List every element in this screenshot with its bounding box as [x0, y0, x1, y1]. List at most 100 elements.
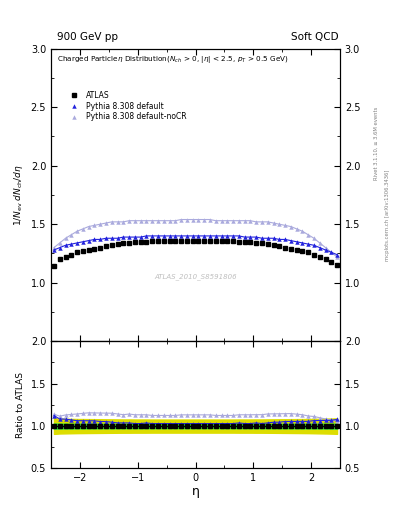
- Pythia 8.308 default-noCR: [225, 218, 230, 224]
- Pythia 8.308 default: [75, 240, 79, 246]
- Pythia 8.308 default-noCR: [202, 217, 207, 223]
- Pythia 8.308 default-noCR: [86, 223, 91, 229]
- Pythia 8.308 default: [254, 234, 259, 240]
- Line: Pythia 8.308 default: Pythia 8.308 default: [52, 233, 339, 257]
- ATLAS: [63, 254, 68, 260]
- Pythia 8.308 default: [277, 237, 282, 243]
- Pythia 8.308 default-noCR: [248, 218, 253, 224]
- ATLAS: [92, 246, 97, 252]
- ATLAS: [312, 251, 316, 258]
- Pythia 8.308 default-noCR: [329, 249, 334, 255]
- Text: 900 GeV pp: 900 GeV pp: [57, 32, 118, 42]
- ATLAS: [265, 241, 270, 247]
- Pythia 8.308 default-noCR: [323, 245, 328, 251]
- Pythia 8.308 default-noCR: [196, 217, 201, 223]
- Pythia 8.308 default-noCR: [144, 218, 149, 224]
- Pythia 8.308 default: [167, 233, 172, 239]
- ATLAS: [254, 240, 259, 246]
- ATLAS: [231, 238, 235, 244]
- ATLAS: [283, 245, 287, 251]
- ATLAS: [184, 238, 189, 244]
- Pythia 8.308 default: [121, 234, 126, 240]
- Pythia 8.308 default: [323, 247, 328, 253]
- Pythia 8.308 default-noCR: [162, 218, 166, 224]
- Pythia 8.308 default-noCR: [173, 218, 178, 224]
- Legend: ATLAS, Pythia 8.308 default, Pythia 8.308 default-noCR: ATLAS, Pythia 8.308 default, Pythia 8.30…: [64, 88, 189, 124]
- ATLAS: [173, 238, 178, 244]
- Y-axis label: Ratio to ATLAS: Ratio to ATLAS: [16, 372, 25, 438]
- Pythia 8.308 default-noCR: [121, 219, 126, 225]
- Text: ATLAS_2010_S8591806: ATLAS_2010_S8591806: [154, 273, 237, 280]
- Pythia 8.308 default-noCR: [288, 223, 293, 229]
- Text: Soft QCD: Soft QCD: [291, 32, 339, 42]
- ATLAS: [167, 238, 172, 244]
- Pythia 8.308 default-noCR: [127, 218, 131, 224]
- ATLAS: [213, 238, 218, 244]
- Pythia 8.308 default-noCR: [51, 245, 56, 251]
- Pythia 8.308 default-noCR: [115, 219, 120, 225]
- Pythia 8.308 default-noCR: [98, 221, 103, 227]
- ATLAS: [190, 238, 195, 244]
- ATLAS: [242, 239, 247, 245]
- Pythia 8.308 default: [173, 233, 178, 239]
- ATLAS: [248, 239, 253, 245]
- Pythia 8.308 default: [329, 249, 334, 255]
- Pythia 8.308 default-noCR: [283, 222, 287, 228]
- Pythia 8.308 default: [237, 233, 241, 239]
- ATLAS: [109, 242, 114, 248]
- Pythia 8.308 default-noCR: [132, 218, 137, 224]
- ATLAS: [237, 239, 241, 245]
- ATLAS: [288, 246, 293, 252]
- Pythia 8.308 default-noCR: [184, 217, 189, 223]
- ATLAS: [260, 240, 264, 246]
- ATLAS: [138, 239, 143, 245]
- Pythia 8.308 default: [213, 233, 218, 239]
- Pythia 8.308 default-noCR: [156, 218, 160, 224]
- Pythia 8.308 default: [242, 234, 247, 240]
- Pythia 8.308 default: [51, 247, 56, 253]
- ATLAS: [323, 256, 328, 262]
- ATLAS: [300, 248, 305, 254]
- Pythia 8.308 default-noCR: [138, 218, 143, 224]
- Pythia 8.308 default-noCR: [57, 240, 62, 246]
- Pythia 8.308 default: [184, 233, 189, 239]
- ATLAS: [115, 241, 120, 247]
- Pythia 8.308 default: [300, 240, 305, 246]
- ATLAS: [294, 247, 299, 253]
- Pythia 8.308 default: [69, 241, 73, 247]
- ATLAS: [219, 238, 224, 244]
- ATLAS: [225, 238, 230, 244]
- Pythia 8.308 default-noCR: [254, 219, 259, 225]
- Pythia 8.308 default-noCR: [63, 235, 68, 241]
- ATLAS: [329, 259, 334, 265]
- ATLAS: [57, 256, 62, 262]
- ATLAS: [271, 242, 276, 248]
- Pythia 8.308 default: [109, 235, 114, 241]
- ATLAS: [75, 249, 79, 255]
- Pythia 8.308 default: [179, 233, 184, 239]
- ATLAS: [81, 248, 85, 254]
- Pythia 8.308 default: [306, 241, 310, 247]
- Pythia 8.308 default-noCR: [271, 220, 276, 226]
- Pythia 8.308 default-noCR: [179, 217, 184, 223]
- Pythia 8.308 default-noCR: [104, 220, 108, 226]
- Pythia 8.308 default: [196, 233, 201, 239]
- Pythia 8.308 default-noCR: [265, 219, 270, 225]
- Pythia 8.308 default: [57, 245, 62, 251]
- Pythia 8.308 default-noCR: [231, 218, 235, 224]
- Pythia 8.308 default-noCR: [109, 219, 114, 225]
- ATLAS: [277, 243, 282, 249]
- Pythia 8.308 default: [127, 234, 131, 240]
- Pythia 8.308 default-noCR: [213, 218, 218, 224]
- Pythia 8.308 default: [288, 238, 293, 244]
- Pythia 8.308 default-noCR: [306, 231, 310, 238]
- ATLAS: [306, 249, 310, 255]
- Pythia 8.308 default-noCR: [150, 218, 154, 224]
- Pythia 8.308 default-noCR: [69, 231, 73, 238]
- ATLAS: [179, 238, 184, 244]
- ATLAS: [318, 254, 322, 260]
- Pythia 8.308 default: [115, 235, 120, 241]
- Pythia 8.308 default: [92, 237, 97, 243]
- ATLAS: [335, 262, 340, 268]
- Pythia 8.308 default: [190, 233, 195, 239]
